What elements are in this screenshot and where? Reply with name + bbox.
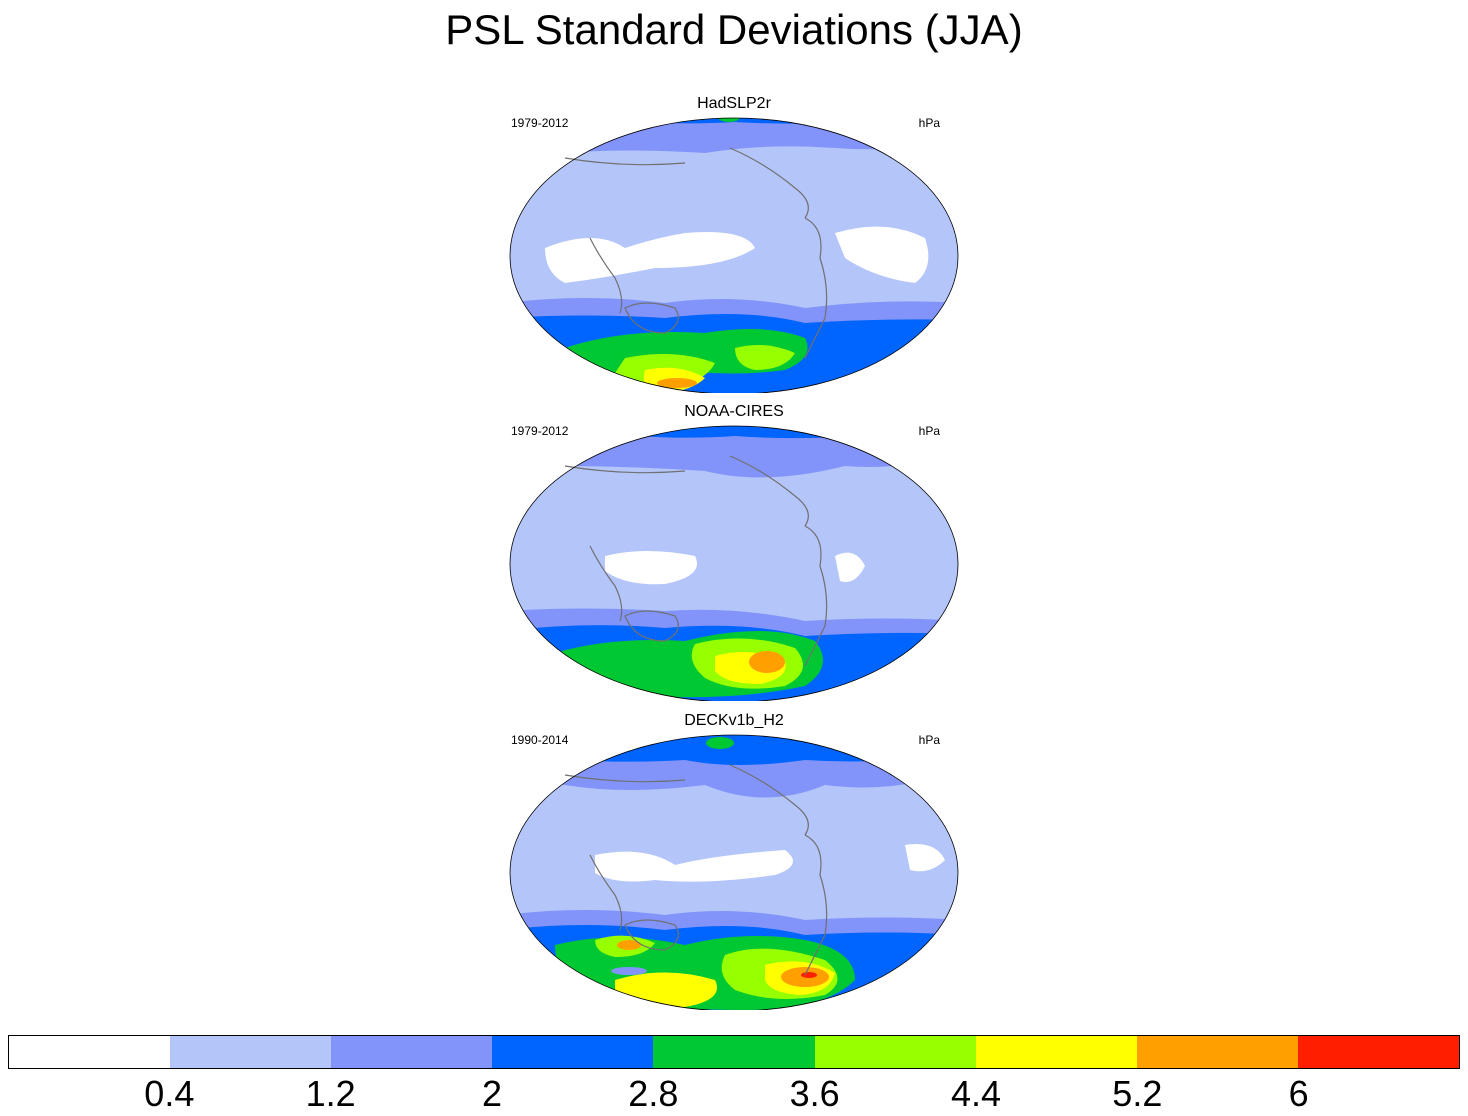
- colorbar-tick-label: 4.4: [950, 1073, 1002, 1114]
- colorbar-tick-label: 2.8: [628, 1073, 679, 1114]
- colorbar-swatch: [1136, 1036, 1298, 1068]
- page-title: PSL Standard Deviations (JJA): [445, 6, 1023, 53]
- colorbar-tick-label: 6: [1288, 1073, 1309, 1114]
- colorbar-tick-label: 1.2: [305, 1073, 356, 1114]
- colorbar-swatch: [1297, 1036, 1459, 1068]
- colorbar-tick-label: 0.4: [144, 1073, 195, 1114]
- panel-period: 1979-2012: [511, 424, 569, 438]
- panel-period: 1979-2012: [511, 116, 569, 130]
- colorbar-swatch: [331, 1036, 493, 1068]
- colorbar-swatch: [653, 1036, 815, 1068]
- global-map: [509, 425, 959, 701]
- colorbar-tick-label: 5.2: [1112, 1073, 1163, 1114]
- colorbar-swatch: [9, 1036, 171, 1068]
- colorbar-labels: 0.4 1.2 2 2.8 3.6 4.4 5.2 6: [8, 1074, 1460, 1114]
- colorbar-swatch: [492, 1036, 654, 1068]
- map-panel-hadslp2r: HadSLP2r 1979-2012 hPa: [505, 94, 963, 394]
- panel-units: hPa: [918, 424, 940, 438]
- colorbar-swatch: [170, 1036, 332, 1068]
- colorbar-tick-label: 3.6: [789, 1073, 840, 1114]
- colorbar-swatch: [814, 1036, 976, 1068]
- colorbar-swatch: [975, 1036, 1137, 1068]
- colorbar-tick-label: 2: [481, 1073, 503, 1114]
- global-map: [509, 734, 959, 1010]
- colorbar: [8, 1035, 1460, 1069]
- panel-title: HadSLP2r: [697, 95, 771, 112]
- panel-title: NOAA-CIRES: [684, 403, 784, 420]
- panel-units: hPa: [918, 733, 940, 747]
- map-panel-deckv1b-h2: DECKv1b_H2 1990-2014 hPa: [505, 711, 963, 1011]
- map-panel-noaa-cires: NOAA-CIRES 1979-2012 hPa: [505, 402, 963, 702]
- panel-period: 1990-2014: [511, 733, 569, 747]
- panel-title: DECKv1b_H2: [684, 712, 784, 729]
- panel-units: hPa: [918, 116, 940, 130]
- global-map: [509, 117, 959, 393]
